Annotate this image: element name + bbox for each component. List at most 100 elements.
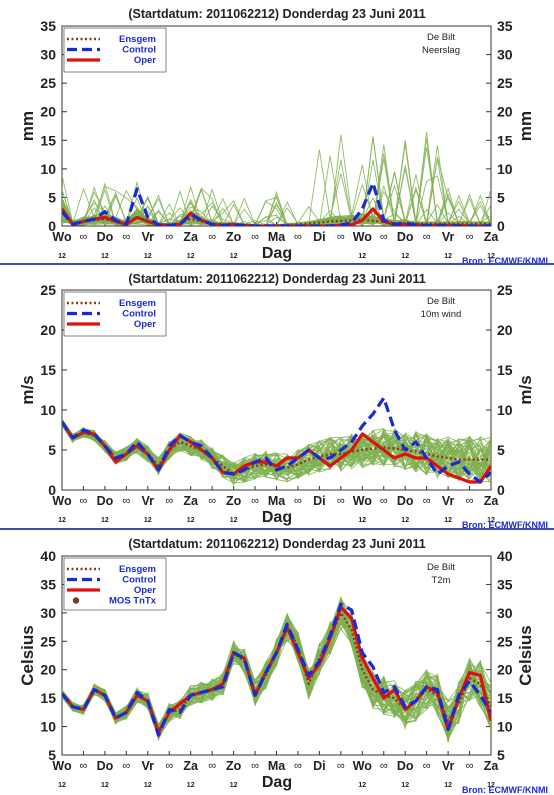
x-day-label: Wo xyxy=(353,494,373,508)
ensemble-member-line xyxy=(62,145,491,226)
x-mid-symbol: ∞ xyxy=(208,760,216,772)
x-hour-label: 12 xyxy=(101,517,109,524)
y-tick-label-left: 30 xyxy=(40,47,56,63)
series-line-oper xyxy=(62,421,491,484)
legend-box xyxy=(63,291,167,337)
x-day-label: Wo xyxy=(52,494,72,508)
x-day-label: Ma xyxy=(268,759,286,773)
ensemble-member-line xyxy=(62,149,491,226)
chart-panel-10m-wind: (Startdatum: 2011062212) Donderdag 23 Ju… xyxy=(0,263,554,530)
x-mid-symbol: ∞ xyxy=(251,760,259,772)
x-day-label: Zo xyxy=(226,759,242,773)
ensemble-member-line xyxy=(62,144,491,226)
x-hour-label: 12 xyxy=(58,517,66,524)
variable-label: 10m wind xyxy=(421,309,462,320)
x-mid-symbol: ∞ xyxy=(165,231,173,243)
x-day-label: Wo xyxy=(353,230,373,244)
y-tick-label-left: 25 xyxy=(40,282,56,298)
source-credit: Bron: ECMWF/KNMI xyxy=(462,256,548,266)
station-label: De Bilt xyxy=(427,562,455,573)
y-tick-label-right: 25 xyxy=(497,282,513,298)
y-tick-label-left: 40 xyxy=(40,548,56,564)
x-mid-symbol: ∞ xyxy=(466,495,474,507)
y-tick-label-left: 20 xyxy=(40,662,56,678)
x-mid-symbol: ∞ xyxy=(423,495,431,507)
y-tick-label-right: 15 xyxy=(497,362,513,378)
series-line-control xyxy=(62,396,491,484)
y-tick-label-right: 35 xyxy=(497,18,513,34)
x-mid-symbol: ∞ xyxy=(122,231,130,243)
x-mid-symbol: ∞ xyxy=(380,495,388,507)
x-mid-symbol: ∞ xyxy=(337,760,345,772)
ensemble-member-line xyxy=(62,618,491,741)
x-day-label: Do xyxy=(397,759,414,773)
x-day-label: Di xyxy=(313,759,326,773)
y-tick-label-left: 35 xyxy=(40,18,56,34)
x-hour-label: 12 xyxy=(401,253,409,260)
source-credit: Bron: ECMWF/KNMI xyxy=(462,785,548,795)
x-hour-label: 12 xyxy=(401,782,409,789)
y-tick-label-right: 35 xyxy=(497,576,513,592)
station-label: De Bilt xyxy=(427,32,455,43)
legend-label-oper: Oper xyxy=(134,319,156,330)
x-mid-symbol: ∞ xyxy=(80,760,88,772)
x-mid-symbol: ∞ xyxy=(294,760,302,772)
x-day-label: Vr xyxy=(142,230,155,244)
x-mid-symbol: ∞ xyxy=(380,231,388,243)
chart-panel-t2m: (Startdatum: 2011062212) Donderdag 23 Ju… xyxy=(0,528,554,795)
series-group xyxy=(62,595,491,743)
x-day-label: Ma xyxy=(268,494,286,508)
x-day-label: Do xyxy=(97,759,114,773)
y-axis-label-left: m/s xyxy=(18,375,37,404)
y-tick-label-left: 15 xyxy=(40,362,56,378)
y-tick-label-right: 5 xyxy=(497,189,505,205)
y-tick-label-left: 35 xyxy=(40,576,56,592)
x-hour-label: 12 xyxy=(187,782,195,789)
x-mid-symbol: ∞ xyxy=(294,231,302,243)
ensemble-member-line xyxy=(62,175,491,226)
x-day-label: Zo xyxy=(226,230,242,244)
ensemble-member-line xyxy=(62,147,491,226)
y-tick-label-right: 20 xyxy=(497,104,513,120)
legend-box xyxy=(63,27,167,73)
legend-label-ensgem: Ensgem xyxy=(119,564,156,575)
y-tick-label-right: 10 xyxy=(497,161,513,177)
x-mid-symbol: ∞ xyxy=(122,760,130,772)
x-day-label: Za xyxy=(484,759,500,773)
x-day-label: Do xyxy=(97,494,114,508)
y-tick-label-right: 0 xyxy=(497,482,505,498)
legend-label-control: Control xyxy=(122,45,156,56)
series-group xyxy=(62,396,491,486)
x-mid-symbol: ∞ xyxy=(251,231,259,243)
y-tick-label-right: 5 xyxy=(497,442,505,458)
y-tick-label-left: 5 xyxy=(48,442,56,458)
y-tick-label-left: 30 xyxy=(40,605,56,621)
y-tick-label-left: 10 xyxy=(40,402,56,418)
y-tick-label-right: 25 xyxy=(497,633,513,649)
x-mid-symbol: ∞ xyxy=(80,495,88,507)
chart-panel-neerslag: (Startdatum: 2011062212) Donderdag 23 Ju… xyxy=(18,7,548,266)
x-day-label: Vr xyxy=(442,494,455,508)
x-mid-symbol: ∞ xyxy=(294,495,302,507)
ensemble-member-line xyxy=(62,172,491,226)
x-hour-label: 12 xyxy=(401,517,409,524)
x-mid-symbol: ∞ xyxy=(466,760,474,772)
x-axis-label: Dag xyxy=(262,774,292,791)
y-tick-label-right: 10 xyxy=(497,402,513,418)
x-hour-label: 12 xyxy=(487,517,495,524)
x-day-label: Wo xyxy=(52,759,72,773)
x-hour-label: 12 xyxy=(230,517,238,524)
y-tick-label-left: 25 xyxy=(40,75,56,91)
x-hour-label: 12 xyxy=(144,517,152,524)
x-day-label: Do xyxy=(397,230,414,244)
x-mid-symbol: ∞ xyxy=(208,231,216,243)
x-day-label: Vr xyxy=(442,759,455,773)
x-day-label: Do xyxy=(97,230,114,244)
legend-label-ensgem: Ensgem xyxy=(119,298,156,309)
y-tick-label-left: 25 xyxy=(40,633,56,649)
legend-label-ensgem: Ensgem xyxy=(119,34,156,45)
x-hour-label: 12 xyxy=(358,517,366,524)
series-line-ensgem xyxy=(62,421,491,476)
